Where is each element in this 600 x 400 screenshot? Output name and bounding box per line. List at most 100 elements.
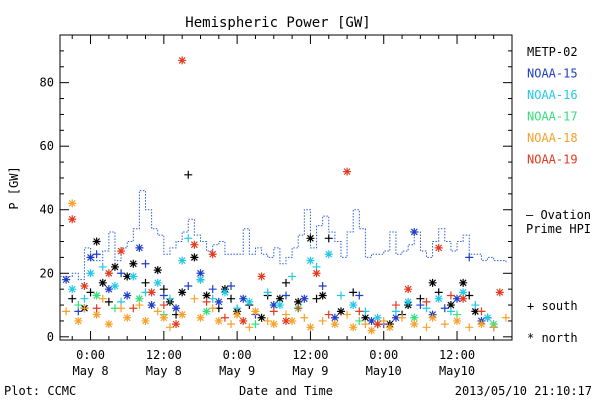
point-south — [135, 301, 144, 310]
point-south — [422, 323, 431, 332]
y-tick-label: 40 — [40, 203, 54, 217]
point-north — [68, 215, 77, 224]
series-noaa-18 — [62, 199, 510, 335]
point-north — [220, 288, 229, 297]
point-south — [446, 307, 455, 316]
point-south — [208, 285, 217, 294]
point-north — [104, 285, 113, 294]
ovation-legend-line2: Prime HPI — [526, 222, 591, 236]
point-north — [129, 259, 138, 268]
point-south — [349, 288, 358, 297]
point-south — [227, 294, 236, 303]
point-north — [446, 301, 455, 310]
point-north — [62, 275, 71, 284]
point-north — [495, 288, 504, 297]
point-south — [245, 323, 254, 332]
x-axis-label: Date and Time — [239, 384, 333, 398]
point-north — [300, 294, 309, 303]
marker-legend-entry: + south — [527, 299, 578, 313]
point-north — [306, 256, 315, 265]
point-south — [74, 301, 83, 310]
point-south — [68, 294, 77, 303]
point-north — [68, 199, 77, 208]
point-north — [74, 316, 83, 325]
marker-legend-entry: * north — [527, 331, 578, 345]
point-north — [123, 313, 132, 322]
plot-frame — [59, 34, 513, 341]
legend-entry: NOAA-17 — [527, 110, 578, 124]
point-south — [300, 313, 309, 322]
chart-title: Hemispheric Power [GW] — [185, 15, 370, 31]
marker-legend: + south * north — [527, 299, 578, 345]
point-north — [373, 313, 382, 322]
footer-timestamp: 2013/05/10 21:10:17 — [455, 384, 592, 398]
point-south — [165, 294, 174, 303]
point-south — [202, 297, 211, 306]
point-north — [159, 313, 168, 322]
point-north — [147, 301, 156, 310]
point-north — [306, 323, 315, 332]
point-south — [398, 313, 407, 322]
legend-entry: NOAA-16 — [527, 88, 578, 102]
point-north — [202, 291, 211, 300]
point-north — [214, 316, 223, 325]
point-south — [282, 291, 290, 300]
point-north — [196, 275, 205, 284]
point-south — [92, 250, 101, 259]
point-north — [324, 250, 333, 259]
point-north — [269, 320, 278, 329]
point-north — [404, 297, 413, 306]
point-south — [80, 304, 89, 313]
point-north — [477, 320, 486, 329]
point-north — [275, 301, 284, 310]
point-north — [172, 320, 181, 329]
point-north — [233, 310, 242, 319]
y-tick-label: 80 — [40, 76, 54, 90]
point-south — [141, 259, 150, 268]
point-north — [257, 272, 266, 281]
point-north — [434, 294, 443, 303]
point-south — [324, 234, 333, 243]
point-south — [263, 316, 272, 325]
point-north — [190, 240, 199, 249]
point-south — [282, 278, 290, 287]
x-tick-label-time: 0:00 — [369, 348, 398, 362]
y-tick-label: 0 — [47, 330, 54, 344]
point-north — [190, 253, 199, 262]
point-south — [501, 313, 510, 322]
point-south — [355, 316, 364, 325]
x-tick-label-date: May10 — [366, 364, 402, 378]
point-south — [62, 307, 71, 316]
point-north — [110, 262, 119, 271]
point-north — [391, 313, 400, 322]
point-north — [312, 269, 321, 278]
point-north — [245, 297, 254, 306]
point-south — [318, 281, 327, 290]
point-north — [153, 278, 162, 287]
point-south — [86, 288, 95, 297]
point-south — [343, 310, 352, 319]
x-tick-label-date: May 8 — [72, 364, 108, 378]
point-north — [147, 288, 156, 297]
point-north — [349, 301, 358, 310]
y-axis-label: P [GW] — [7, 166, 21, 209]
point-north — [208, 250, 217, 259]
point-north — [178, 288, 187, 297]
point-south — [263, 288, 272, 297]
point-south — [208, 304, 217, 313]
x-tick-label-time: 12:00 — [439, 348, 475, 362]
point-north — [172, 304, 181, 313]
point-south — [489, 323, 498, 332]
point-north — [153, 266, 162, 275]
point-north — [178, 310, 187, 319]
point-south — [477, 307, 486, 316]
point-north — [92, 291, 101, 300]
x-tick-label-time: 0:00 — [223, 348, 252, 362]
point-north — [428, 313, 437, 322]
point-south — [129, 304, 138, 313]
point-south — [465, 323, 474, 332]
point-north — [385, 323, 394, 332]
point-north — [141, 316, 150, 325]
point-south — [227, 320, 236, 329]
ovation-legend-line1: — Ovation — [526, 208, 591, 222]
